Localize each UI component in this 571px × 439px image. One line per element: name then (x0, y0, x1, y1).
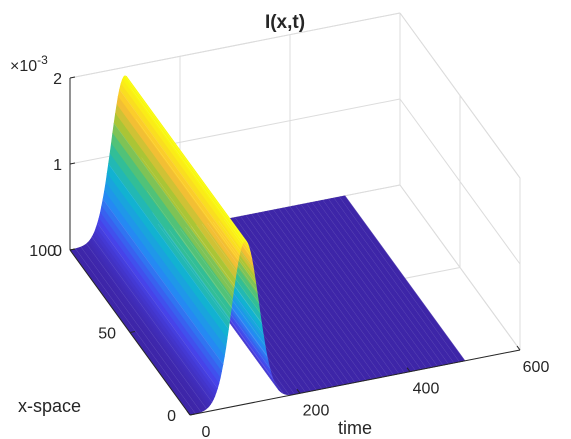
time-tick-mark (406, 367, 411, 372)
mesh-line (339, 196, 460, 363)
mesh-line (163, 228, 284, 394)
mesh-line (130, 87, 251, 253)
time-tick-label: 400 (413, 381, 440, 398)
mesh-line (284, 207, 405, 373)
z-tick-label: 1 (53, 157, 62, 174)
time-tick-mark (186, 410, 191, 416)
mesh-line (80, 246, 202, 413)
mesh-line (196, 224, 317, 391)
mesh-line (251, 214, 372, 380)
mesh-line (207, 222, 328, 389)
mesh-line (135, 118, 257, 285)
grid-line (399, 12, 521, 179)
axes (69, 76, 521, 416)
mesh-line (97, 223, 218, 389)
mesh-line (262, 211, 383, 378)
x-space-tick-label: 100 (29, 243, 56, 260)
mesh-line (168, 229, 290, 395)
time-axis-line (189, 349, 521, 416)
z-tick-mark (69, 248, 76, 251)
x-space-tick-label: 50 (98, 326, 116, 343)
z-tick-mark (69, 76, 76, 79)
mesh-line (124, 75, 246, 241)
mesh-line (289, 206, 411, 372)
mesh-line (141, 157, 262, 323)
time-tick-label: 200 (303, 402, 330, 419)
x-space-tick-mark (129, 331, 136, 333)
grid-line (399, 98, 521, 265)
mesh-line (108, 163, 229, 330)
z-exponent-base: ×10 (10, 58, 37, 75)
z-tick-label: 2 (53, 71, 62, 88)
mesh-line (113, 123, 235, 289)
mesh-line (179, 228, 301, 394)
mesh-line (295, 205, 416, 371)
mesh-line (273, 209, 394, 376)
x-space-tick-label: 0 (167, 408, 176, 425)
mesh-line (300, 204, 422, 370)
mesh-line (333, 197, 455, 364)
mesh-line (328, 198, 449, 365)
surface (69, 75, 466, 416)
time-tick-label: 600 (523, 359, 550, 376)
mesh-line (256, 213, 378, 379)
mesh-line (91, 236, 213, 403)
x-axis-label: time (338, 418, 372, 438)
mesh-line (223, 219, 345, 385)
mesh-line (102, 199, 224, 365)
mesh-line (306, 203, 427, 369)
time-tick-mark (516, 345, 521, 351)
mesh-line (234, 217, 356, 383)
mesh-line (119, 89, 240, 255)
mesh-line (157, 223, 279, 390)
z-tick-label: 0 (53, 243, 62, 260)
mesh-line (229, 218, 350, 384)
grid-line (69, 12, 401, 79)
mesh-line (86, 243, 207, 409)
mesh-line (174, 229, 295, 395)
time-tick-label: 0 (202, 424, 211, 439)
mesh-line (190, 226, 312, 392)
mesh-line (278, 208, 400, 374)
chart-title: I(x,t) (265, 12, 305, 33)
mesh-line (185, 227, 306, 393)
z-exponent-power: -3 (37, 53, 48, 67)
x-space-tick-mark (189, 413, 196, 416)
z-tick-mark (69, 162, 76, 165)
mesh-line (267, 210, 389, 377)
mesh-line (245, 215, 367, 381)
mesh-line (218, 220, 339, 386)
mesh-line (317, 201, 438, 367)
z-axis-exponent: ×10-3 (10, 53, 48, 75)
mesh-line (146, 190, 268, 356)
mesh-line (322, 200, 444, 366)
mesh-line (152, 212, 273, 378)
time-tick-mark (296, 389, 301, 394)
mesh-line (201, 223, 323, 390)
mesh-line (344, 195, 466, 361)
mesh-line (240, 216, 361, 382)
mesh-line (75, 248, 196, 414)
mesh-line (311, 202, 433, 368)
mesh-line (212, 221, 334, 387)
y-axis-label: x-space (18, 396, 81, 416)
